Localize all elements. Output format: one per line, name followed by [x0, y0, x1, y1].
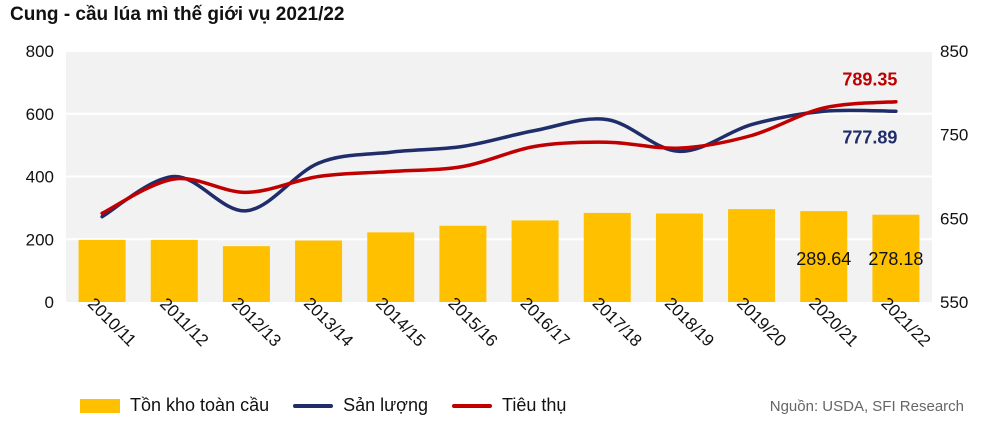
bar	[295, 240, 343, 302]
source-note: Nguồn: USDA, SFI Research	[769, 398, 964, 415]
legend-swatch-consumption	[452, 403, 493, 408]
legend: Tồn kho toàn cầu Sản lượng Tiêu thụ	[80, 395, 590, 416]
y-left-tick-label: 400	[26, 168, 54, 187]
legend-swatch-stock	[80, 398, 120, 413]
x-tick-label: 2011/12	[156, 294, 212, 350]
grid-lines	[66, 50, 932, 241]
data-labels: 289.64 278.18 777.89 789.35	[796, 70, 923, 269]
x-tick-label: 2014/15	[372, 294, 429, 351]
bar	[800, 211, 848, 302]
y-right-tick-label: 550	[940, 293, 968, 312]
data-label: 777.89	[842, 127, 897, 147]
y-right-tick-label: 750	[940, 126, 968, 145]
x-tick-label: 2012/13	[228, 294, 285, 351]
chart-title: Cung - cầu lúa mì thế giới vụ 2021/22	[10, 4, 345, 25]
legend-label-production: Sản lượng	[343, 395, 429, 415]
bar	[78, 239, 126, 302]
bar	[872, 214, 920, 302]
legend-label-stock: Tồn kho toàn cầu	[130, 395, 270, 415]
legend-item-production: Sản lượng	[293, 395, 428, 416]
data-label: 789.35	[842, 70, 897, 90]
x-tick-label: 2018/19	[661, 294, 718, 351]
y-axis-right: 550 650 750 850	[940, 42, 968, 312]
x-tick-label: 2019/20	[733, 294, 790, 351]
bars	[78, 209, 920, 302]
bar	[222, 246, 270, 302]
y-axis-left: 0 200 400 600 800	[26, 42, 54, 312]
y-left-tick-label: 800	[26, 42, 54, 61]
legend-item-consumption: Tiêu thụ	[452, 395, 566, 416]
y-left-tick-label: 200	[26, 230, 54, 249]
bar	[583, 212, 631, 302]
legend-label-consumption: Tiêu thụ	[502, 395, 567, 415]
x-axis-categories: 2010/11 2011/12 2012/13 2013/14 2014/15 2015/…	[84, 294, 934, 351]
x-tick-label: 2016/17	[517, 294, 574, 351]
bar	[439, 225, 487, 302]
y-left-tick-label: 600	[26, 105, 54, 124]
bar	[367, 232, 415, 302]
legend-item-stock: Tồn kho toàn cầu	[80, 395, 269, 416]
x-tick-label: 2017/18	[589, 294, 646, 351]
bar	[511, 220, 559, 302]
data-label: 278.18	[868, 249, 923, 269]
x-tick-label: 2013/14	[300, 294, 357, 351]
y-right-tick-label: 650	[940, 209, 968, 228]
x-tick-label: 2010/11	[84, 294, 140, 350]
data-label: 289.64	[796, 249, 851, 269]
legend-swatch-production	[293, 403, 334, 408]
x-tick-label: 2015/16	[444, 294, 501, 351]
series-line-production	[100, 108, 898, 219]
x-tick-label: 2020/21	[805, 294, 862, 351]
bar	[655, 213, 703, 302]
y-left-tick-label: 0	[45, 293, 54, 312]
bar	[728, 209, 776, 302]
series-line-consumption	[100, 99, 898, 216]
y-right-tick-label: 850	[940, 42, 968, 61]
bar	[150, 239, 198, 302]
x-tick-label: 2021/22	[877, 294, 934, 351]
